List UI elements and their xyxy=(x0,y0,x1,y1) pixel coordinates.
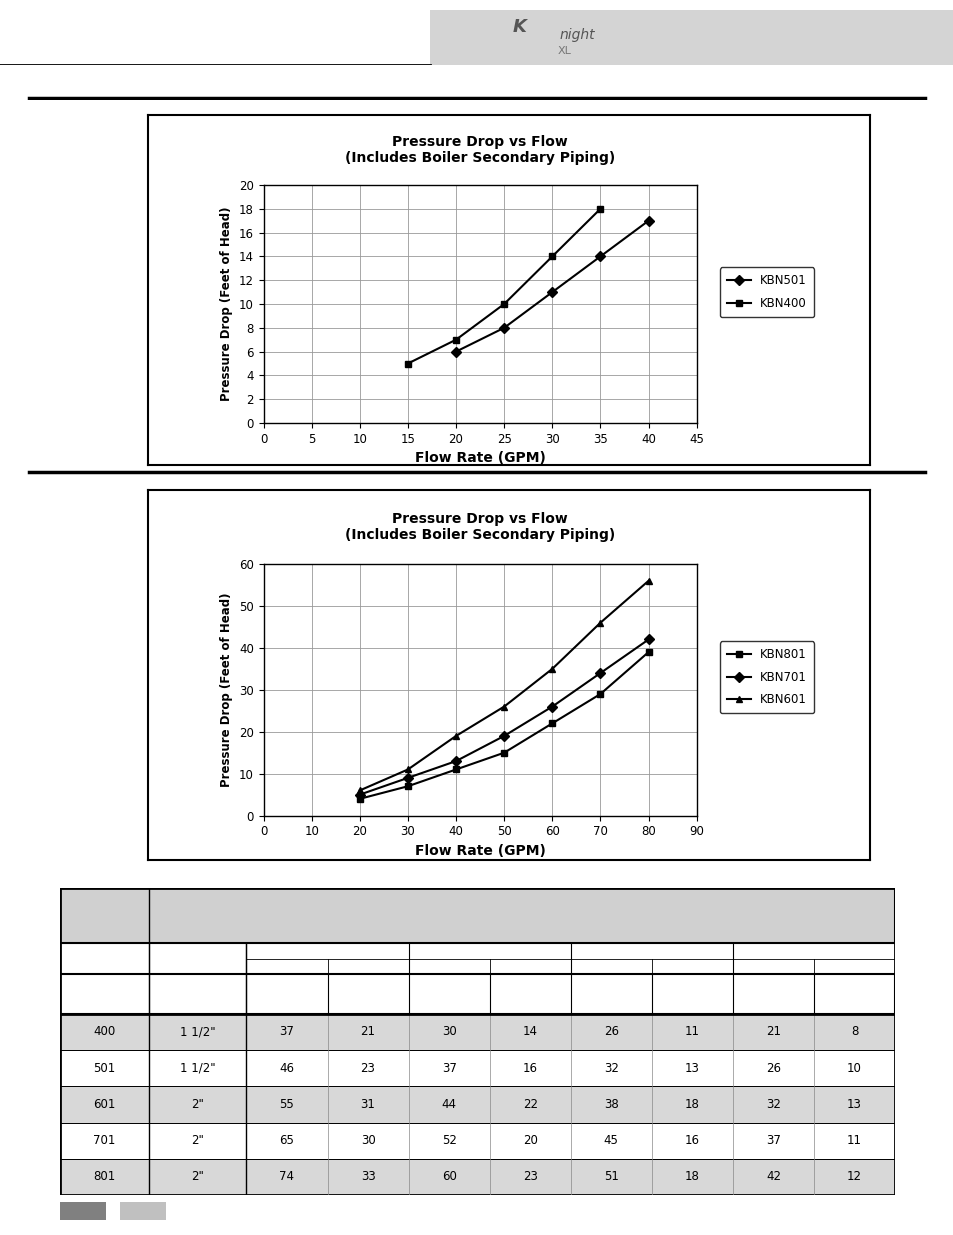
Text: 1 1/2": 1 1/2" xyxy=(180,1025,215,1039)
Text: 23: 23 xyxy=(360,1062,375,1074)
Text: 1 1/2": 1 1/2" xyxy=(180,1062,215,1074)
Text: 26: 26 xyxy=(603,1025,618,1039)
Text: 11: 11 xyxy=(684,1025,700,1039)
Bar xyxy=(60,944,894,974)
Text: night: night xyxy=(559,28,595,42)
Text: 60: 60 xyxy=(441,1171,456,1183)
Bar xyxy=(120,1202,166,1220)
Text: 11: 11 xyxy=(846,1134,862,1147)
Text: 26: 26 xyxy=(765,1062,781,1074)
Bar xyxy=(60,1087,894,1123)
Text: 46: 46 xyxy=(279,1062,294,1074)
Text: 22: 22 xyxy=(522,1098,537,1112)
Text: 37: 37 xyxy=(441,1062,456,1074)
Text: Pressure Drop vs Flow
(Includes Boiler Secondary Piping): Pressure Drop vs Flow (Includes Boiler S… xyxy=(345,511,615,542)
Bar xyxy=(60,1123,894,1158)
Bar xyxy=(60,1014,894,1050)
Text: 44: 44 xyxy=(441,1098,456,1112)
Bar xyxy=(60,1202,106,1220)
Text: 65: 65 xyxy=(279,1134,294,1147)
Text: 400: 400 xyxy=(93,1025,115,1039)
Text: 18: 18 xyxy=(684,1171,700,1183)
Text: 37: 37 xyxy=(765,1134,780,1147)
Text: 51: 51 xyxy=(603,1171,618,1183)
Text: 601: 601 xyxy=(93,1098,115,1112)
Text: 14: 14 xyxy=(522,1025,537,1039)
Text: 33: 33 xyxy=(360,1171,375,1183)
Text: 10: 10 xyxy=(846,1062,861,1074)
Text: 701: 701 xyxy=(93,1134,115,1147)
Text: 18: 18 xyxy=(684,1098,700,1112)
Text: 13: 13 xyxy=(846,1098,861,1112)
Text: 21: 21 xyxy=(765,1025,781,1039)
Text: 21: 21 xyxy=(360,1025,375,1039)
Text: 37: 37 xyxy=(279,1025,294,1039)
Bar xyxy=(60,888,894,944)
Text: 31: 31 xyxy=(360,1098,375,1112)
Bar xyxy=(60,974,894,1014)
Text: 32: 32 xyxy=(603,1062,618,1074)
Text: 2": 2" xyxy=(192,1134,204,1147)
Text: 501: 501 xyxy=(93,1062,115,1074)
Text: 32: 32 xyxy=(765,1098,780,1112)
Text: 23: 23 xyxy=(522,1171,537,1183)
Text: 45: 45 xyxy=(603,1134,618,1147)
Text: 52: 52 xyxy=(441,1134,456,1147)
Text: 74: 74 xyxy=(279,1171,294,1183)
Text: 30: 30 xyxy=(360,1134,375,1147)
Text: XL: XL xyxy=(558,46,572,56)
Text: 13: 13 xyxy=(684,1062,700,1074)
Bar xyxy=(430,10,953,65)
Text: 16: 16 xyxy=(522,1062,537,1074)
Text: 2": 2" xyxy=(192,1098,204,1112)
Text: 2": 2" xyxy=(192,1171,204,1183)
Text: 38: 38 xyxy=(603,1098,618,1112)
Text: 55: 55 xyxy=(279,1098,294,1112)
Text: 12: 12 xyxy=(846,1171,862,1183)
Bar xyxy=(60,1158,894,1195)
Text: 16: 16 xyxy=(684,1134,700,1147)
Text: Pressure Drop vs Flow
(Includes Boiler Secondary Piping): Pressure Drop vs Flow (Includes Boiler S… xyxy=(345,135,615,165)
Text: 8: 8 xyxy=(850,1025,858,1039)
Text: K: K xyxy=(513,19,526,36)
Bar xyxy=(60,1050,894,1087)
Text: 801: 801 xyxy=(93,1171,115,1183)
Text: 42: 42 xyxy=(765,1171,781,1183)
Text: 20: 20 xyxy=(522,1134,537,1147)
Text: 30: 30 xyxy=(441,1025,456,1039)
